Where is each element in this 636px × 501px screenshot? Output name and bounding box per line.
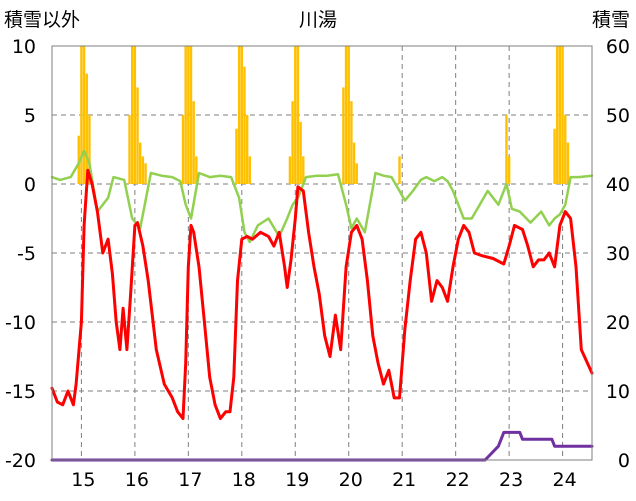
bar-39 [553, 128, 556, 184]
right-tick-20: 20 [606, 312, 630, 334]
x-tick-20: 20 [339, 469, 363, 491]
left-axis-label: 積雪以外 [4, 9, 80, 31]
bar-2 [82, 46, 86, 184]
right-tick-30: 30 [606, 243, 630, 265]
series-line-2 [50, 168, 594, 421]
bar-20 [240, 46, 244, 184]
right-tick-0: 0 [618, 450, 630, 472]
bar-34 [352, 142, 356, 184]
bar-13 [184, 46, 187, 184]
right-tick-60: 60 [606, 36, 630, 58]
bar-18 [235, 128, 238, 184]
bar-7 [133, 46, 137, 184]
x-tick-23: 23 [499, 469, 523, 491]
bar-31 [344, 46, 348, 184]
tick-labels: -20 -15 -10 -5 0 5 10 0 10 20 30 40 50 60 15 16 17 18 19 20… [5, 36, 630, 491]
left-tick--5: -5 [17, 243, 36, 265]
bar-19 [237, 46, 241, 184]
bar-10 [141, 156, 145, 184]
bar-16 [192, 101, 195, 184]
bar-23 [248, 156, 252, 184]
bar-5 [128, 115, 131, 184]
bar-25 [291, 101, 294, 184]
bar-43 [564, 115, 567, 184]
bar-17 [195, 156, 198, 184]
bar-42 [561, 46, 564, 184]
bar-22 [245, 115, 249, 184]
bar-12 [181, 115, 185, 184]
bar-35 [355, 163, 358, 184]
bar-8 [136, 87, 139, 184]
bar-32 [347, 46, 350, 184]
bar-11 [144, 163, 147, 184]
x-tick-19: 19 [285, 469, 309, 491]
x-tick-16: 16 [125, 469, 149, 491]
series-line-3 [50, 430, 594, 462]
bar-6 [130, 46, 134, 184]
precipitation-bars [77, 46, 570, 184]
right-tick-40: 40 [606, 174, 630, 196]
bar-24 [288, 156, 292, 184]
x-tick-18: 18 [232, 469, 256, 491]
chart-title: 川湯 [299, 9, 337, 31]
bar-14 [187, 46, 190, 184]
left-tick-5: 5 [24, 105, 36, 127]
bar-30 [342, 87, 345, 184]
left-tick-10: 10 [12, 36, 36, 58]
left-tick-0: 0 [24, 174, 36, 196]
bar-21 [243, 66, 246, 184]
plot-frame [51, 45, 593, 461]
bar-27 [296, 46, 300, 184]
bar-38 [507, 156, 511, 184]
bar-36 [398, 156, 401, 184]
x-tick-15: 15 [71, 469, 95, 491]
right-tick-50: 50 [606, 105, 630, 127]
bar-15 [189, 46, 193, 184]
series-line-1 [50, 149, 594, 244]
bar-3 [85, 73, 88, 184]
bar-9 [139, 142, 142, 184]
left-tick--20: -20 [5, 450, 36, 472]
bar-4 [88, 115, 91, 184]
bar-28 [299, 121, 302, 184]
bar-37 [505, 115, 508, 184]
right-tick-10: 10 [606, 381, 630, 403]
bar-0 [77, 135, 80, 184]
bar-44 [566, 142, 570, 184]
bar-1 [80, 46, 83, 184]
series-lines [50, 149, 594, 462]
x-tick-22: 22 [446, 469, 470, 491]
right-axis-label: 積雪 [592, 9, 630, 31]
bar-40 [556, 46, 559, 184]
bar-29 [302, 156, 305, 184]
bar-41 [558, 46, 562, 184]
bar-33 [350, 101, 353, 184]
x-tick-24: 24 [553, 469, 577, 491]
left-tick--15: -15 [5, 381, 36, 403]
bar-26 [294, 46, 297, 184]
x-tick-21: 21 [392, 469, 416, 491]
x-tick-17: 17 [178, 469, 202, 491]
left-tick--10: -10 [5, 312, 36, 334]
